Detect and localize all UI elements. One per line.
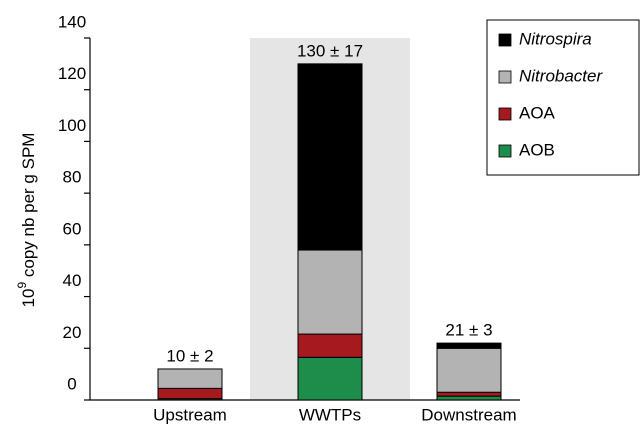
annotation: 10 ± 2 bbox=[166, 346, 213, 365]
y-label-text: copy nb per g SPM bbox=[19, 133, 38, 282]
x-tick-label: WWTPs bbox=[299, 405, 361, 424]
y-label-base: 10 bbox=[19, 289, 38, 308]
annotation: 21 ± 3 bbox=[445, 321, 492, 340]
bar-segment bbox=[157, 368, 223, 389]
x-tick-label: Upstream bbox=[153, 405, 227, 424]
y-tick-label: 20 bbox=[63, 323, 82, 342]
legend-label: Nitrobacter bbox=[519, 66, 603, 85]
y-label-exponent: 9 bbox=[15, 282, 29, 289]
legend-swatch bbox=[498, 144, 512, 158]
bar-segment bbox=[297, 63, 363, 251]
bar-segment bbox=[436, 347, 502, 393]
bar-segment bbox=[436, 391, 502, 397]
legend-box bbox=[486, 19, 640, 176]
bar-segment bbox=[157, 387, 223, 400]
legend-label: AOA bbox=[519, 103, 556, 122]
y-tick-label: 100 bbox=[58, 116, 86, 135]
annotation: 130 ± 17 bbox=[297, 41, 363, 60]
y-tick-label: 80 bbox=[63, 168, 82, 187]
y-axis-label: 109 copy nb per g SPM bbox=[15, 133, 38, 308]
bar-segment bbox=[436, 395, 502, 401]
legend-swatch bbox=[498, 70, 512, 84]
y-tick-label: 120 bbox=[58, 64, 86, 83]
y-tick-label: 40 bbox=[63, 271, 82, 290]
x-tick-label: Downstream bbox=[421, 405, 516, 424]
legend-label: Nitrospira bbox=[519, 29, 592, 48]
y-tick-label: 140 bbox=[58, 12, 86, 31]
legend-label: AOB bbox=[519, 140, 555, 159]
bar-segment bbox=[297, 333, 363, 358]
legend-swatch bbox=[498, 33, 512, 47]
legend-swatch bbox=[498, 107, 512, 121]
bar-segment bbox=[436, 342, 502, 349]
y-tick-label: 60 bbox=[63, 219, 82, 238]
bar-segment bbox=[297, 356, 363, 401]
bar-segment bbox=[297, 249, 363, 335]
y-tick-label: 0 bbox=[67, 374, 76, 393]
